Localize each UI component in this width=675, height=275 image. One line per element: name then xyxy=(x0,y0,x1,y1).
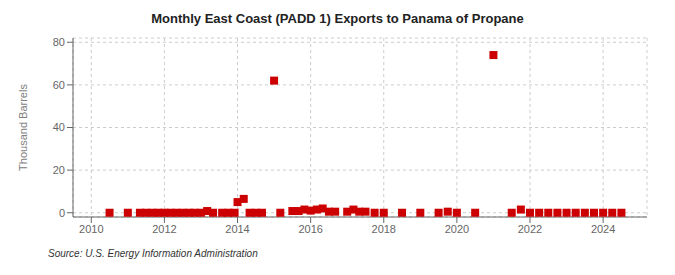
svg-text:2020: 2020 xyxy=(445,223,469,235)
svg-text:0: 0 xyxy=(59,207,65,219)
svg-text:20: 20 xyxy=(53,164,65,176)
html-text:Source: U.S. Energy Informatio: Source: U.S. Energy Information Administ… xyxy=(48,248,258,259)
svg-text:80: 80 xyxy=(53,36,65,48)
svg-text:2024: 2024 xyxy=(591,223,615,235)
svg-text:40: 40 xyxy=(53,121,65,133)
svg-text:2018: 2018 xyxy=(372,223,396,235)
svg-text:2014: 2014 xyxy=(225,223,249,235)
svg-text:Thousand Barrels: Thousand Barrels xyxy=(17,84,29,171)
svg-text:2012: 2012 xyxy=(152,223,176,235)
svg-text:60: 60 xyxy=(53,79,65,91)
svg-text:2010: 2010 xyxy=(79,223,103,235)
svg-text:2016: 2016 xyxy=(298,223,322,235)
svg-text:2022: 2022 xyxy=(518,223,542,235)
html-text:Monthly East Coast (PADD 1) Ex: Monthly East Coast (PADD 1) Exports to P… xyxy=(151,11,524,26)
